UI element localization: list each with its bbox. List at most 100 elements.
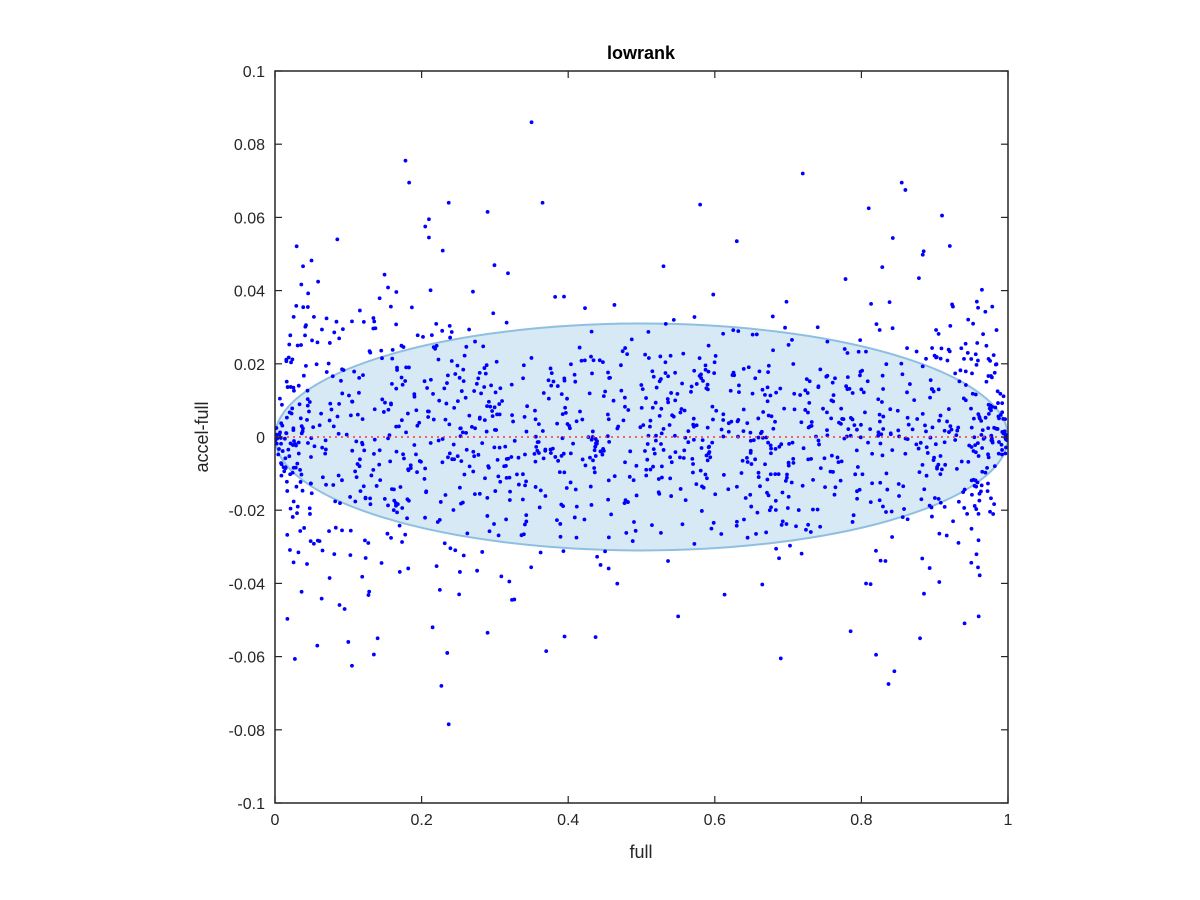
scatter-point [326, 361, 331, 366]
scatter-point [397, 424, 401, 429]
scatter-point [291, 426, 296, 431]
scatter-point [986, 357, 991, 361]
scatter-point [748, 438, 753, 443]
scatter-point [314, 362, 319, 367]
scatter-point [638, 425, 643, 430]
scatter-point [423, 466, 428, 471]
scatter-point [482, 418, 487, 423]
scatter-point [712, 371, 717, 376]
scatter-point [592, 466, 597, 470]
scatter-point [745, 455, 749, 460]
scatter-point [562, 470, 567, 475]
scatter-point [746, 365, 751, 370]
scatter-point [760, 582, 765, 587]
scatter-point [480, 550, 485, 554]
scatter-point [593, 437, 598, 441]
scatter-point [659, 406, 664, 411]
scatter-point [721, 418, 726, 422]
scatter-point [612, 474, 617, 479]
scatter-point [397, 523, 402, 528]
scatter-point [933, 442, 938, 447]
scatter-point [392, 498, 397, 503]
y-axis-label: accel-full [192, 401, 212, 472]
scatter-point [323, 447, 328, 452]
scatter-point [299, 424, 304, 429]
scatter-point [791, 362, 796, 366]
scatter-point [394, 424, 399, 429]
scatter-point [849, 416, 853, 420]
scatter-point [668, 353, 673, 358]
scatter-point [976, 454, 981, 458]
scatter-point [835, 455, 840, 460]
scatter-point [706, 451, 711, 456]
scatter-point [504, 517, 508, 522]
scatter-point [481, 344, 486, 349]
scatter-point [389, 402, 393, 407]
scatter-point [486, 464, 491, 469]
scatter-point [573, 487, 578, 492]
scatter-point [601, 360, 605, 365]
scatter-point [427, 217, 431, 222]
scatter-point [330, 374, 335, 379]
scatter-point [918, 636, 922, 641]
scatter-point [428, 377, 433, 382]
scatter-point [287, 342, 292, 347]
scatter-point [437, 587, 442, 592]
scatter-point [360, 574, 365, 579]
scatter-point [791, 456, 796, 461]
scatter-point [348, 413, 353, 418]
scatter-point [394, 322, 399, 327]
scatter-point [884, 471, 889, 476]
scatter-point [774, 546, 779, 551]
scatter-point [467, 464, 472, 469]
scatter-point [906, 422, 911, 427]
scatter-point [850, 520, 855, 524]
scatter-point [809, 424, 814, 428]
scatter-point [920, 463, 925, 467]
scatter-point [316, 279, 321, 284]
scatter-point [799, 551, 804, 556]
scatter-point [510, 413, 514, 418]
scatter-point [302, 526, 307, 530]
scatter-point [705, 458, 710, 463]
scatter-point [305, 417, 309, 422]
scatter-point [533, 417, 538, 422]
scatter-point [975, 480, 980, 485]
scatter-point [472, 492, 477, 497]
scatter-point [303, 333, 307, 338]
y-tick-label: 0 [256, 430, 265, 447]
scatter-point [525, 404, 530, 409]
scatter-point [938, 454, 943, 458]
scatter-point [957, 379, 962, 384]
scatter-point [275, 426, 279, 430]
scatter-point [986, 402, 991, 407]
scatter-point [355, 412, 360, 417]
scatter-point [284, 357, 289, 362]
scatter-point [653, 438, 658, 443]
scatter-point [290, 357, 295, 362]
scatter-point [986, 411, 991, 416]
scatter-point [472, 389, 477, 393]
scatter-point [386, 285, 390, 290]
scatter-point [424, 489, 429, 494]
scatter-point [623, 404, 627, 409]
scatter-point [767, 508, 772, 513]
scatter-point [486, 399, 491, 404]
scatter-point [748, 492, 753, 497]
scatter-point [455, 363, 460, 368]
scatter-point [692, 542, 697, 546]
scatter-point [987, 406, 992, 411]
scatter-point [311, 425, 316, 429]
scatter-point [858, 338, 863, 343]
scatter-point [980, 469, 985, 474]
scatter-point [548, 366, 553, 371]
scatter-point [659, 431, 664, 436]
scatter-point [323, 438, 328, 443]
scatter-point [860, 472, 865, 477]
scatter-point [633, 528, 638, 533]
scatter-point [656, 477, 661, 481]
scatter-point [777, 556, 781, 561]
scatter-point [471, 449, 476, 454]
scatter-point [942, 440, 947, 445]
